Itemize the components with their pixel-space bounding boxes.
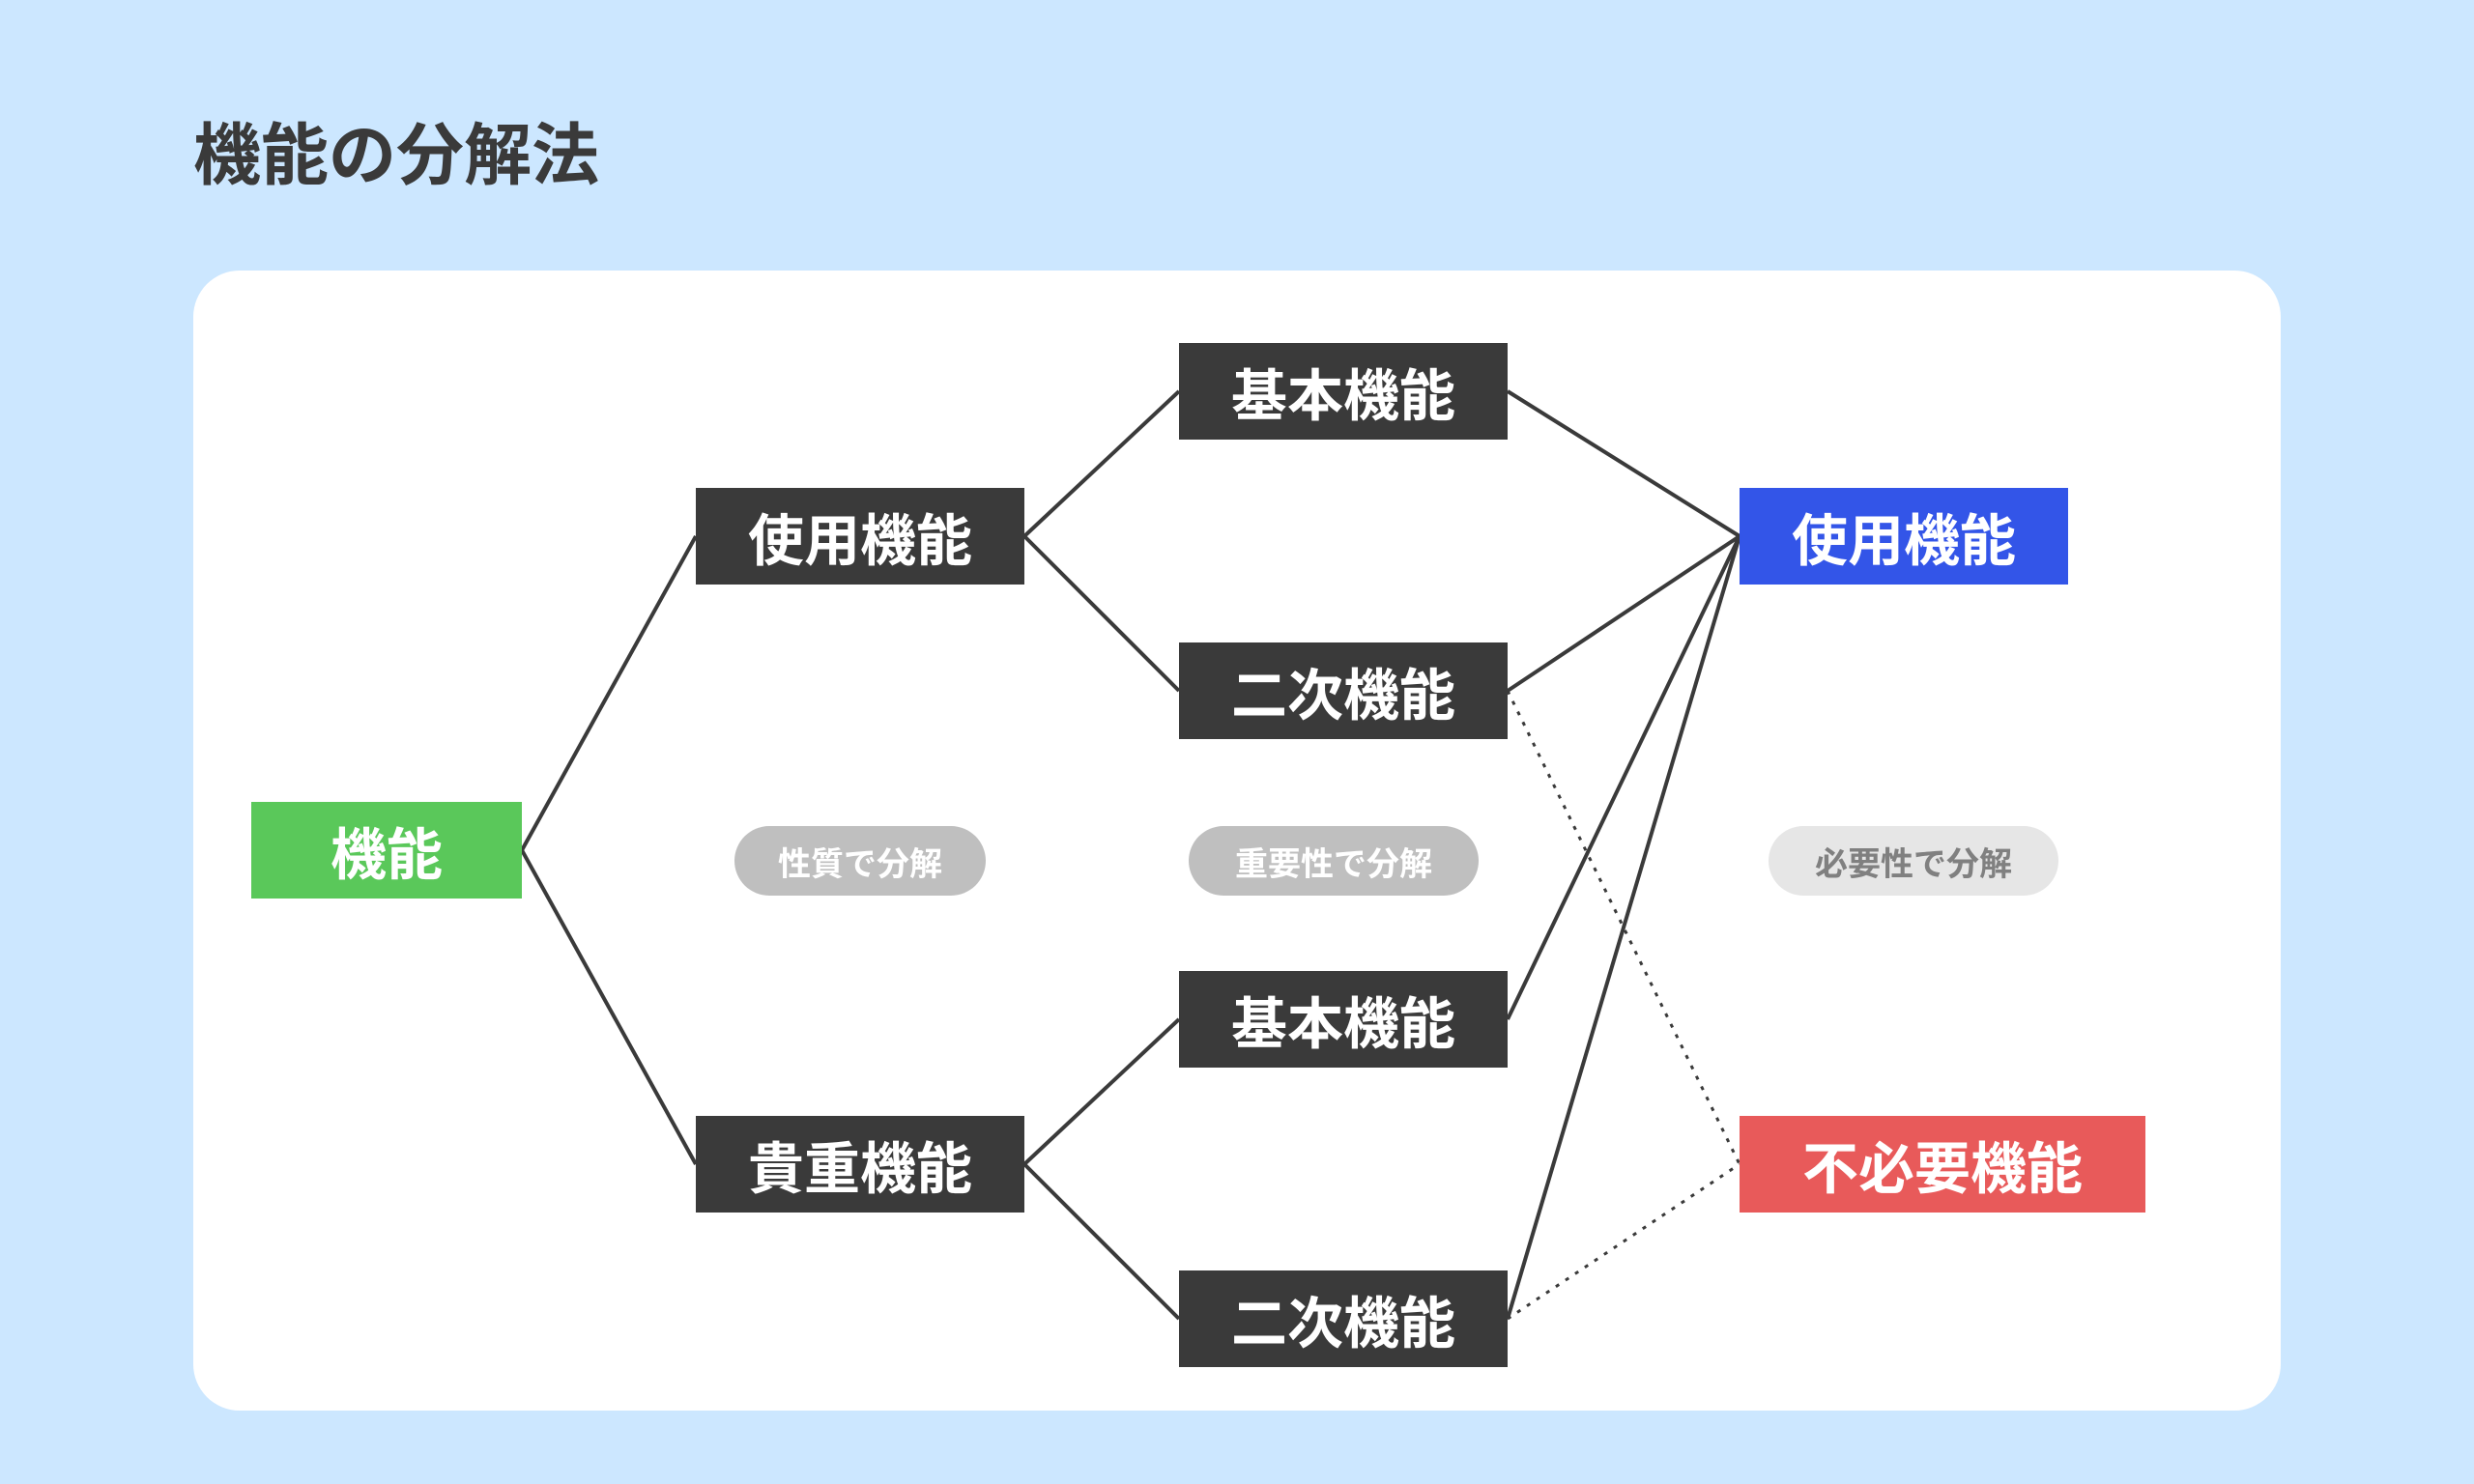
node-root: 機能 xyxy=(251,802,522,899)
pill-p1: 性質で分解 xyxy=(734,826,986,896)
node-b2: 基本機能 xyxy=(1179,971,1508,1068)
page-title: 機能の分解法 xyxy=(193,101,599,199)
node-out2: 不必要機能 xyxy=(1740,1116,2145,1213)
node-s1: 二次機能 xyxy=(1179,642,1508,739)
node-s2: 二次機能 xyxy=(1179,1270,1508,1367)
node-out1: 使用機能 xyxy=(1740,488,2068,585)
node-use: 使用機能 xyxy=(696,488,1024,585)
pill-p2: 重要性で分解 xyxy=(1189,826,1479,896)
node-val: 貴重機能 xyxy=(696,1116,1024,1213)
node-b1: 基本機能 xyxy=(1179,343,1508,440)
pill-p3: 必要性で分解 xyxy=(1769,826,2058,896)
